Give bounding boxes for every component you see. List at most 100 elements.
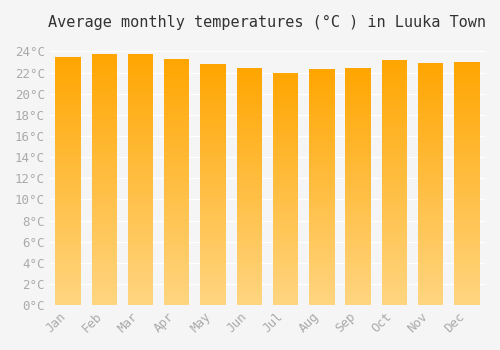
Bar (128, 169, 153, 172)
Bar (418, 259, 444, 261)
Bar (382, 97, 407, 99)
Bar (200, 129, 226, 132)
Bar (164, 133, 190, 135)
Bar (200, 206, 226, 209)
Bar (346, 227, 371, 229)
Bar (273, 86, 298, 89)
Bar (128, 134, 153, 136)
Bar (200, 243, 226, 245)
Bar (164, 189, 190, 192)
Bar (309, 95, 334, 98)
Bar (164, 271, 190, 273)
Bar (346, 215, 371, 217)
Bar (92, 197, 117, 199)
Bar (164, 150, 190, 152)
Bar (273, 170, 298, 173)
Bar (273, 75, 298, 77)
Bar (128, 207, 153, 210)
Bar (164, 135, 190, 138)
Bar (309, 131, 334, 133)
Bar (454, 64, 479, 67)
Bar (382, 102, 407, 104)
Bar (92, 102, 117, 104)
Bar (309, 156, 334, 159)
Bar (309, 265, 334, 267)
Bar (236, 256, 262, 258)
Bar (56, 72, 80, 74)
Bar (236, 244, 262, 246)
Bar (92, 144, 117, 147)
Bar (56, 228, 80, 231)
Bar (418, 116, 444, 119)
Bar (273, 79, 298, 82)
Bar (56, 220, 80, 223)
Bar (128, 187, 153, 189)
Bar (56, 139, 80, 141)
Bar (346, 99, 371, 102)
Bar (236, 262, 262, 265)
Bar (128, 142, 153, 144)
Bar (418, 83, 444, 85)
Bar (382, 202, 407, 204)
Bar (418, 75, 444, 78)
Bar (200, 103, 226, 105)
Bar (418, 235, 444, 237)
Bar (309, 204, 334, 206)
Bar (164, 103, 190, 106)
Bar (200, 300, 226, 303)
Bar (382, 77, 407, 79)
Bar (56, 178, 80, 181)
Bar (418, 153, 444, 155)
Bar (236, 258, 262, 260)
Bar (200, 158, 226, 161)
Bar (309, 161, 334, 164)
Bar (454, 247, 479, 249)
Bar (382, 146, 407, 148)
Bar (236, 265, 262, 267)
Bar (454, 123, 479, 125)
Bar (382, 207, 407, 209)
Bar (200, 168, 226, 170)
Bar (382, 295, 407, 298)
Bar (273, 177, 298, 180)
Bar (200, 112, 226, 115)
Bar (236, 151, 262, 154)
Bar (309, 267, 334, 270)
Bar (164, 268, 190, 271)
Bar (418, 247, 444, 250)
Bar (346, 229, 371, 232)
Bar (273, 133, 298, 135)
Bar (164, 216, 190, 219)
Bar (128, 290, 153, 293)
Bar (164, 96, 190, 98)
Bar (309, 197, 334, 199)
Bar (200, 266, 226, 269)
Bar (164, 182, 190, 184)
Bar (200, 81, 226, 83)
Bar (418, 288, 444, 290)
Bar (200, 235, 226, 238)
Bar (382, 175, 407, 177)
Bar (128, 167, 153, 169)
Bar (454, 79, 479, 82)
Bar (92, 84, 117, 86)
Bar (382, 231, 407, 234)
Bar (128, 61, 153, 64)
Bar (128, 159, 153, 162)
Bar (273, 156, 298, 159)
Bar (128, 298, 153, 300)
Bar (382, 136, 407, 138)
Bar (92, 172, 117, 174)
Bar (454, 222, 479, 225)
Bar (128, 202, 153, 204)
Bar (346, 191, 371, 194)
Bar (200, 117, 226, 120)
Bar (200, 288, 226, 290)
Bar (382, 212, 407, 214)
Bar (92, 280, 117, 282)
Bar (56, 196, 80, 198)
Bar (128, 194, 153, 197)
Bar (164, 165, 190, 167)
Bar (418, 174, 444, 177)
Bar (346, 177, 371, 180)
